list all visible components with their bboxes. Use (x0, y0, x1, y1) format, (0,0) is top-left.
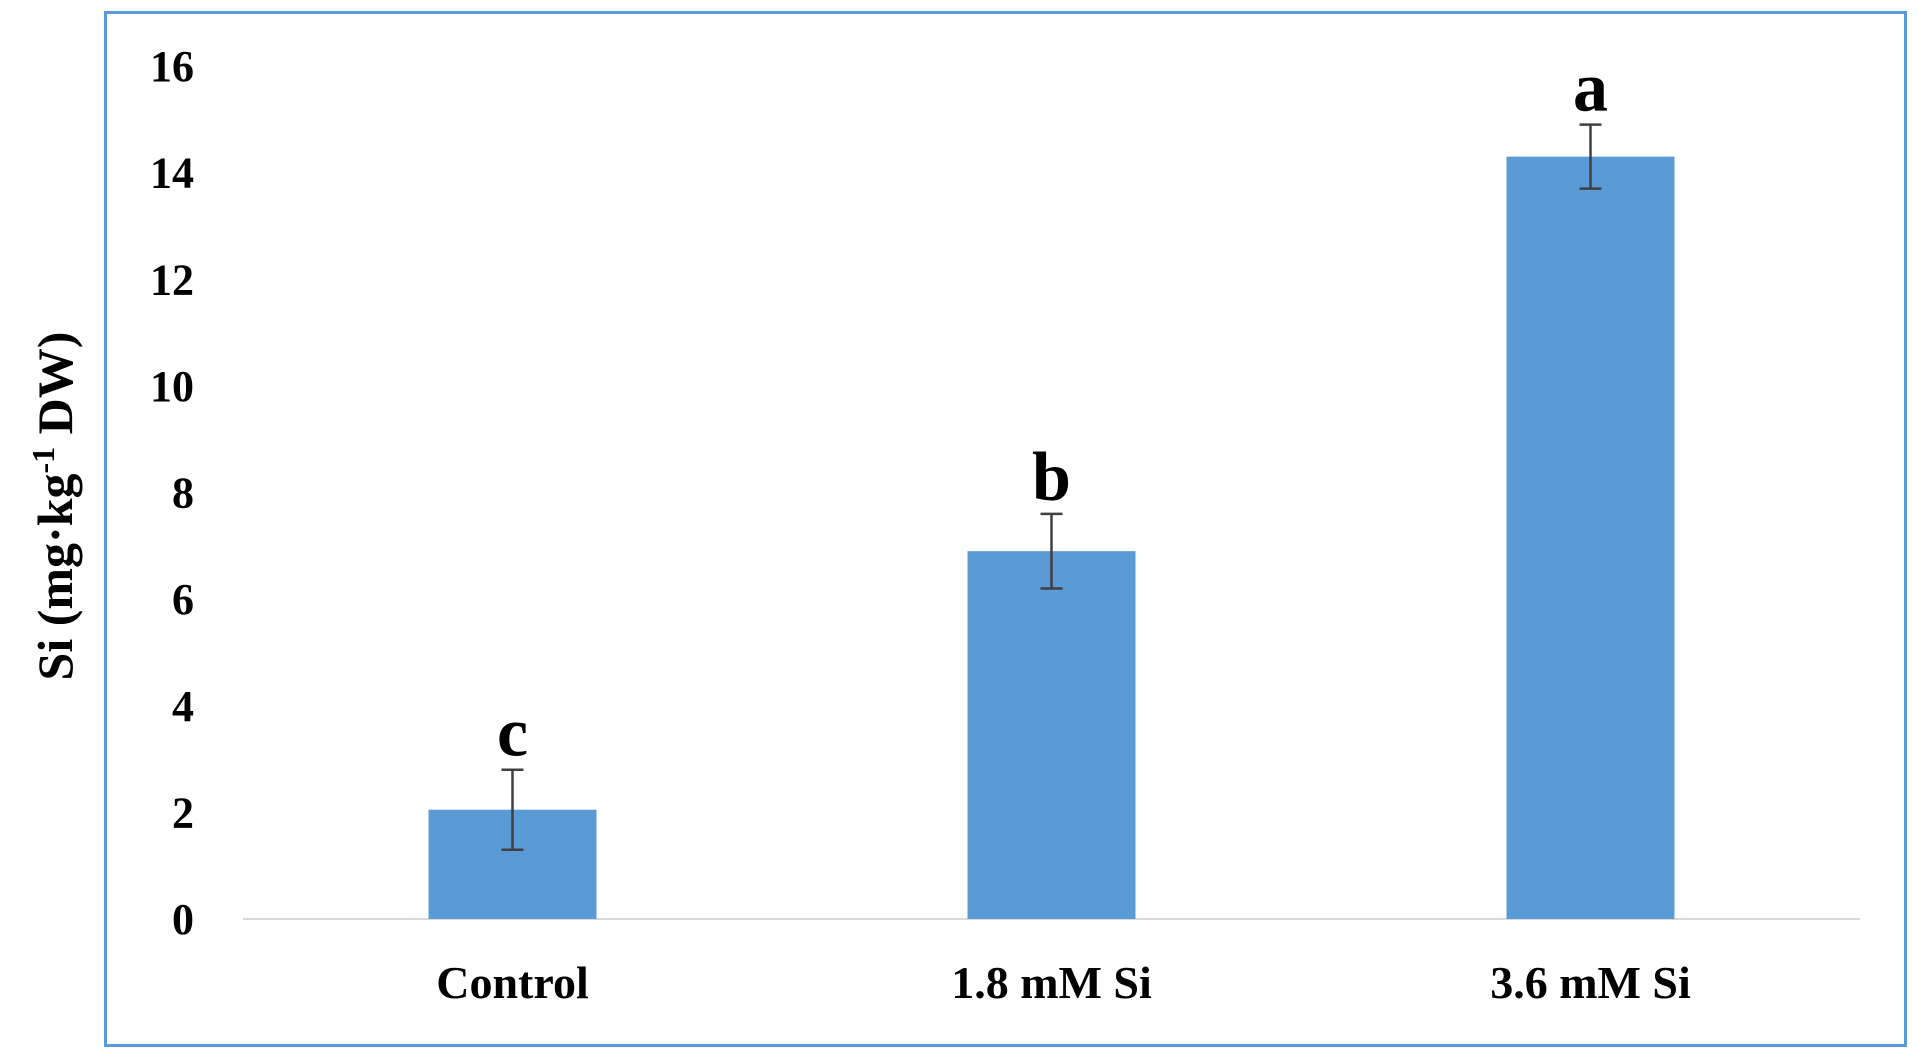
y-axis-title-prefix: Si (mg·kg (27, 473, 83, 680)
error-bar (501, 768, 524, 851)
significance-label: c (497, 695, 528, 772)
category-labels: Control 1.8 mM Si 3.6 mM Si (436, 957, 1691, 1008)
category-label: 3.6 mM Si (1490, 957, 1691, 1008)
y-tick-label: 10 (150, 362, 194, 411)
bar (967, 551, 1136, 919)
significance-label: a (1573, 50, 1608, 127)
y-axis-title-suffix: DW) (27, 332, 83, 447)
category-label: Control (436, 957, 589, 1008)
y-tick-label: 8 (172, 469, 194, 518)
bars (428, 156, 1675, 920)
error-bar (1579, 123, 1602, 190)
y-tick-label: 2 (172, 788, 194, 837)
y-axis-title: Si (mg·kg-1 DW) (25, 332, 83, 681)
significance-label: b (1032, 439, 1071, 516)
y-tick-label: 16 (150, 42, 194, 91)
error-bars (501, 123, 1602, 851)
y-axis-ticks: 0 2 4 6 8 10 12 14 16 (150, 42, 194, 944)
y-tick-label: 12 (150, 255, 194, 304)
y-axis-title-superscript: -1 (25, 447, 61, 474)
y-tick-label: 14 (150, 149, 194, 198)
bar (1506, 156, 1675, 920)
category-label: 1.8 mM Si (951, 957, 1152, 1008)
significance-labels: c b a (497, 50, 1608, 772)
y-tick-label: 4 (172, 682, 194, 731)
y-tick-label: 0 (172, 895, 194, 944)
error-bar (1040, 512, 1063, 590)
y-tick-label: 6 (172, 575, 194, 624)
